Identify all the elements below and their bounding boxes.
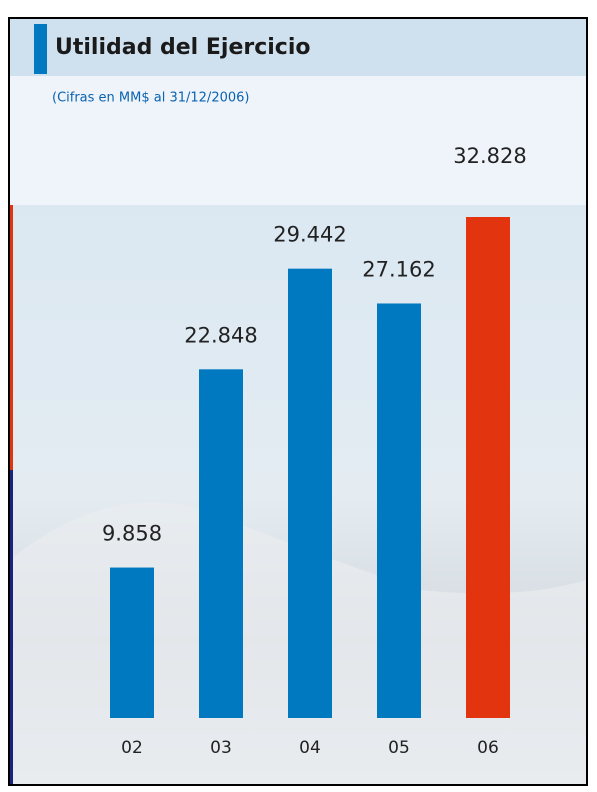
edge-strip xyxy=(9,205,13,470)
value-label: 32.828 xyxy=(453,144,526,168)
value-label: 27.162 xyxy=(362,257,435,281)
x-tick-label: 06 xyxy=(477,738,499,758)
chart-title: Utilidad del Ejercicio xyxy=(55,35,311,60)
bar xyxy=(377,303,421,718)
value-label: 29.442 xyxy=(273,223,346,247)
chart-subtitle: (Cifras en MM$ al 31/12/2006) xyxy=(52,91,249,106)
header-band xyxy=(10,18,586,76)
value-label: 9.858 xyxy=(102,522,162,546)
frame xyxy=(8,17,588,786)
bar xyxy=(199,369,243,718)
value-label: 22.848 xyxy=(184,323,257,347)
x-tick-label: 04 xyxy=(299,738,321,758)
bar xyxy=(110,567,154,718)
x-tick-label: 05 xyxy=(388,738,410,758)
subtitle-band xyxy=(10,76,586,205)
accent xyxy=(34,24,47,74)
bar xyxy=(466,217,510,718)
x-tick-label: 02 xyxy=(121,738,143,758)
bar xyxy=(288,268,332,718)
edge-strip xyxy=(9,470,13,785)
x-tick-label: 03 xyxy=(210,738,232,758)
